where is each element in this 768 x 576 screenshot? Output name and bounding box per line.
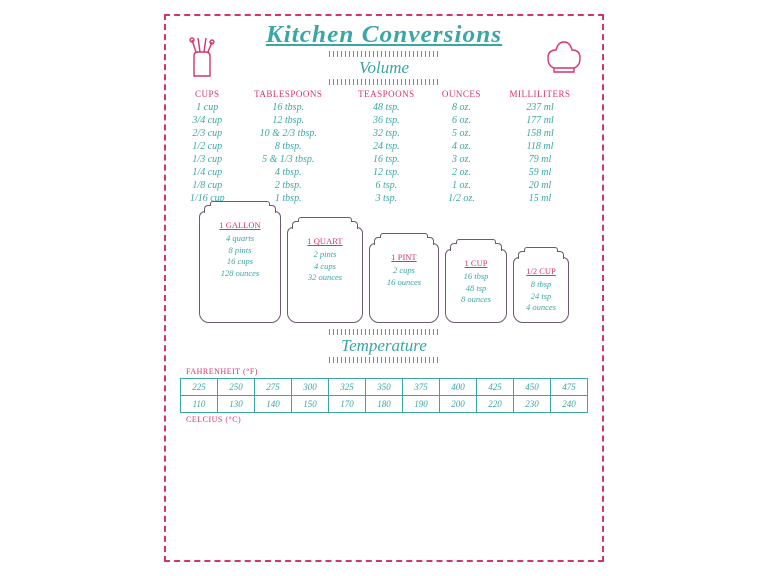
temp-c-cell: 170 <box>329 396 366 413</box>
temp-f-cell: 225 <box>181 379 218 396</box>
jar-line: 8 ounces <box>450 294 502 305</box>
jar-line: 2 pints <box>292 249 358 260</box>
volume-row: 1/4 cup4 tbsp.12 tsp.2 oz.59 ml <box>180 166 588 179</box>
temp-f-cell: 475 <box>551 379 588 396</box>
jar-line: 24 tsp <box>518 291 564 302</box>
jar-line: 16 tbsp <box>450 271 502 282</box>
temperature-table: 225250275300325350375400425450475 110130… <box>180 378 588 413</box>
jar-line: 32 ounces <box>292 272 358 283</box>
temp-c-cell: 140 <box>255 396 292 413</box>
temp-c-cell: 230 <box>514 396 551 413</box>
volume-row: 1/3 cup5 & 1/3 tbsp.16 tsp.3 oz.79 ml <box>180 153 588 166</box>
volume-col-header: MILLILITERS <box>492 87 588 101</box>
jar-line: 8 tbsp <box>518 279 564 290</box>
temp-f-cell: 400 <box>440 379 477 396</box>
jar-line: 48 tsp <box>450 283 502 294</box>
volume-col-header: TABLESPOONS <box>235 87 342 101</box>
temp-c-cell: 180 <box>366 396 403 413</box>
temp-f-cell: 425 <box>477 379 514 396</box>
volume-row: 1/2 cup8 tbsp.24 tsp.4 oz.118 ml <box>180 140 588 153</box>
temp-c-cell: 150 <box>292 396 329 413</box>
page-title: Kitchen Conversions <box>170 22 598 49</box>
volume-row: 1/8 cup2 tbsp.6 tsp.1 oz.20 ml <box>180 179 588 192</box>
volume-col-header: CUPS <box>180 87 235 101</box>
temp-f-cell: 450 <box>514 379 551 396</box>
jar: 1 PINT 2 cups16 ounces <box>369 243 439 323</box>
temp-f-cell: 375 <box>403 379 440 396</box>
jar-title: 1 CUP <box>450 258 502 269</box>
temperature-block: FAHRENHEIT (°F) 225250275300325350375400… <box>180 367 588 424</box>
jar: 1 GALLON 4 quarts8 pints16 cups128 ounces <box>199 211 281 323</box>
conversion-sheet: Kitchen Conversions Volume CUPSTABLESPOO… <box>164 14 604 562</box>
temp-c-cell: 110 <box>181 396 218 413</box>
volume-col-header: TEASPOONS <box>342 87 431 101</box>
temperature-heading: Temperature <box>180 329 588 363</box>
temp-f-cell: 350 <box>366 379 403 396</box>
volume-col-header: OUNCES <box>431 87 492 101</box>
temp-f-cell: 300 <box>292 379 329 396</box>
temp-f-cell: 325 <box>329 379 366 396</box>
jar-line: 8 pints <box>204 245 276 256</box>
jar-line: 4 ounces <box>518 302 564 313</box>
temp-c-cell: 220 <box>477 396 514 413</box>
jar-line: 16 cups <box>204 256 276 267</box>
temp-c-cell: 240 <box>551 396 588 413</box>
volume-heading: Volume <box>180 51 588 85</box>
volume-row: 3/4 cup12 tbsp.36 tsp.6 oz.177 ml <box>180 114 588 127</box>
jar-line: 4 quarts <box>204 233 276 244</box>
jar-title: 1 GALLON <box>204 220 276 231</box>
temp-c-cell: 200 <box>440 396 477 413</box>
fahrenheit-label: FAHRENHEIT (°F) <box>180 367 588 376</box>
volume-table: CUPSTABLESPOONSTEASPOONSOUNCESMILLILITER… <box>180 87 588 205</box>
jar-title: 1 QUART <box>292 236 358 247</box>
celcius-label: CELCIUS (°C) <box>180 415 588 424</box>
jar-line: 128 ounces <box>204 268 276 279</box>
volume-row: 2/3 cup10 & 2/3 tbsp.32 tsp.5 oz.158 ml <box>180 127 588 140</box>
jar-title: 1 PINT <box>374 252 434 263</box>
temp-c-cell: 190 <box>403 396 440 413</box>
temp-c-cell: 130 <box>218 396 255 413</box>
temp-f-cell: 250 <box>218 379 255 396</box>
jar-line: 16 ounces <box>374 277 434 288</box>
jar-title: 1/2 CUP <box>518 266 564 277</box>
jar: 1 QUART 2 pints4 cups32 ounces <box>287 227 363 323</box>
temp-f-cell: 275 <box>255 379 292 396</box>
jar-row: 1 GALLON 4 quarts8 pints16 cups128 ounces… <box>180 211 588 323</box>
jar: 1 CUP 16 tbsp48 tsp8 ounces <box>445 249 507 323</box>
volume-row: 1 cup16 tbsp.48 tsp.8 oz.237 ml <box>180 101 588 114</box>
jar-line: 4 cups <box>292 261 358 272</box>
jar-line: 2 cups <box>374 265 434 276</box>
jar: 1/2 CUP 8 tbsp24 tsp4 ounces <box>513 257 569 323</box>
